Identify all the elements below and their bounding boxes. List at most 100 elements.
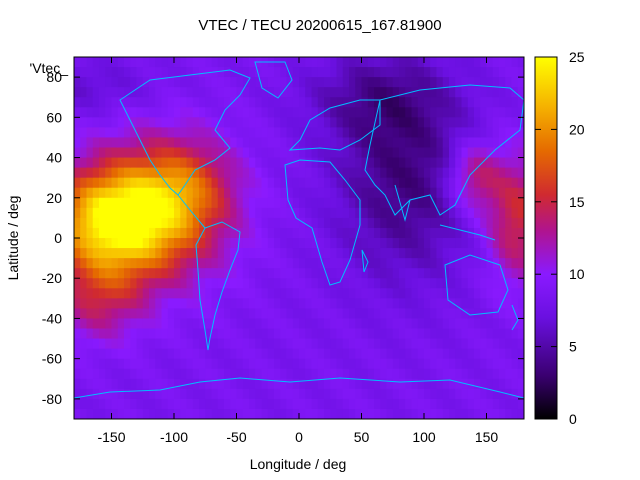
heatmap-cell <box>286 248 294 259</box>
heatmap-cell <box>349 227 356 239</box>
heatmap-cell <box>505 57 512 68</box>
heatmap-cell <box>105 167 112 179</box>
heatmap-cell <box>492 67 500 78</box>
heatmap-cell <box>199 328 206 340</box>
heatmap-cell <box>442 127 450 138</box>
heatmap-cell <box>367 87 375 98</box>
heatmap-cell <box>280 268 287 279</box>
heatmap-cell <box>442 77 450 88</box>
heatmap-cell <box>242 87 250 98</box>
heatmap-cell <box>430 308 437 319</box>
heatmap-cell <box>455 127 462 138</box>
heatmap-cell <box>430 177 437 189</box>
heatmap-cell <box>305 338 312 350</box>
heatmap-cell <box>136 167 144 179</box>
heatmap-cell <box>130 378 137 390</box>
heatmap-cell <box>467 167 475 179</box>
heatmap-cell <box>230 288 237 299</box>
heatmap-cell <box>511 57 519 68</box>
heatmap-cell <box>455 338 462 350</box>
heatmap-cell <box>480 137 487 148</box>
heatmap-cell <box>236 288 244 299</box>
heatmap-cell <box>436 207 444 219</box>
heatmap-cell <box>311 197 319 209</box>
heatmap-cell <box>424 127 431 138</box>
heatmap-cell <box>374 318 381 329</box>
heatmap-cell <box>505 67 512 78</box>
heatmap-cell <box>392 268 400 279</box>
heatmap-cell <box>267 97 275 108</box>
heatmap-cell <box>167 358 175 370</box>
heatmap-cell <box>74 97 81 108</box>
heatmap-cell <box>130 97 137 108</box>
heatmap-cell <box>505 167 512 179</box>
heatmap-cell <box>330 318 337 329</box>
heatmap-cell <box>380 408 387 419</box>
heatmap-cell <box>342 107 350 118</box>
heatmap-cell <box>361 77 369 88</box>
heatmap-cell <box>355 97 362 108</box>
heatmap-cell <box>105 117 112 128</box>
heatmap-cell <box>361 167 369 179</box>
heatmap-cell <box>255 318 262 329</box>
heatmap-cell <box>217 278 225 289</box>
heatmap-cell <box>230 388 237 400</box>
heatmap-cell <box>192 318 200 329</box>
heatmap-cell <box>180 298 187 309</box>
heatmap-cell <box>417 358 425 370</box>
heatmap-cell <box>111 258 119 269</box>
heatmap-cell <box>199 258 206 269</box>
heatmap-cell <box>136 238 144 249</box>
heatmap-cell <box>349 157 356 169</box>
heatmap-cell <box>367 187 375 199</box>
heatmap-cell <box>305 157 312 169</box>
heatmap-cell <box>261 368 269 380</box>
heatmap-cell <box>230 167 237 179</box>
heatmap-cell <box>449 57 456 68</box>
heatmap-cell <box>511 268 519 279</box>
heatmap-cell <box>155 177 162 189</box>
heatmap-cell <box>424 57 431 68</box>
heatmap-cell <box>224 338 231 350</box>
heatmap-cell <box>136 328 144 340</box>
colorbar-tick-label: 0 <box>569 411 577 427</box>
heatmap-cell <box>149 318 156 329</box>
heatmap-cell <box>211 227 219 239</box>
heatmap-cell <box>286 348 294 360</box>
heatmap-cell <box>474 398 481 410</box>
heatmap-cell <box>480 167 487 179</box>
heatmap-cell <box>517 57 524 68</box>
heatmap-cell <box>424 227 431 239</box>
heatmap-cell <box>436 87 444 98</box>
heatmap-cell <box>461 308 469 319</box>
heatmap-cell <box>499 157 506 169</box>
heatmap-cell <box>380 97 387 108</box>
heatmap-cell <box>511 207 519 219</box>
heatmap-cell <box>236 167 244 179</box>
heatmap-cell <box>199 368 206 380</box>
heatmap-cell <box>174 348 181 360</box>
heatmap-cell <box>249 388 256 400</box>
heatmap-cell <box>505 378 512 390</box>
heatmap-cell <box>142 258 150 269</box>
heatmap-cell <box>211 137 219 148</box>
heatmap-cell <box>142 107 150 118</box>
heatmap-cell <box>142 87 150 98</box>
heatmap-cell <box>411 368 419 380</box>
heatmap-cell <box>192 197 200 209</box>
heatmap-cell <box>424 77 431 88</box>
heatmap-cell <box>342 298 350 309</box>
heatmap-cell <box>449 338 456 350</box>
heatmap-cell <box>261 107 269 118</box>
heatmap-cell <box>280 318 287 329</box>
heatmap-cell <box>305 368 312 380</box>
heatmap-cell <box>374 288 381 299</box>
heatmap-cell <box>517 197 524 209</box>
heatmap-cell <box>149 298 156 309</box>
heatmap-cell <box>367 338 375 350</box>
heatmap-cell <box>442 67 450 78</box>
heatmap-cell <box>430 77 437 88</box>
heatmap-cell <box>330 107 337 118</box>
heatmap-cell <box>461 368 469 380</box>
heatmap-cell <box>417 308 425 319</box>
